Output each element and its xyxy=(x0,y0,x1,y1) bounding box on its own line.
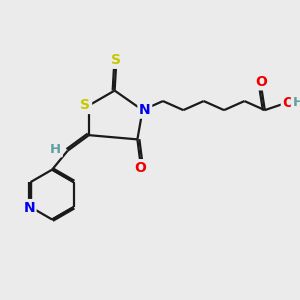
Text: S: S xyxy=(80,98,91,112)
Text: N: N xyxy=(23,201,35,214)
Text: H: H xyxy=(50,143,61,156)
Text: S: S xyxy=(111,53,121,67)
Text: H: H xyxy=(292,96,300,109)
Text: N: N xyxy=(139,103,151,117)
Text: O: O xyxy=(134,161,146,175)
Text: O: O xyxy=(282,96,294,110)
Text: O: O xyxy=(256,75,267,89)
